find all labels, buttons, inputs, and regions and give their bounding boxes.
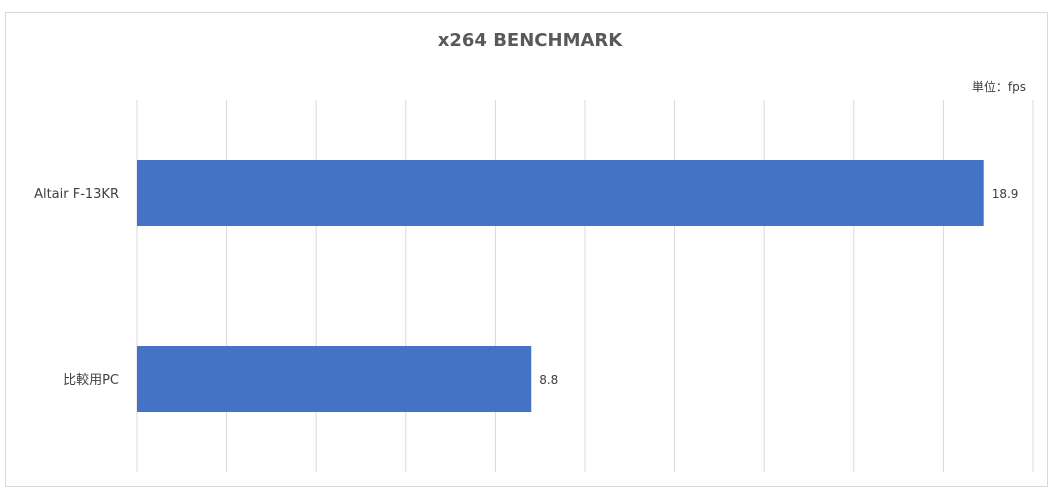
- bar: [137, 160, 984, 226]
- unit-label: 単位：fps: [972, 79, 1026, 94]
- category-labels: Altair F-13KR 比較用PC: [34, 187, 119, 388]
- data-label: 8.8: [539, 373, 558, 387]
- gridlines: [136, 100, 1034, 472]
- data-labels: 18.9 8.8: [539, 187, 1018, 387]
- category-label: Altair F-13KR: [34, 187, 119, 202]
- category-label: 比較用PC: [63, 373, 119, 388]
- data-label: 18.9: [992, 187, 1019, 201]
- chart-title: x264 BENCHMARK: [438, 30, 624, 51]
- bars: [137, 160, 984, 412]
- bar: [137, 346, 532, 412]
